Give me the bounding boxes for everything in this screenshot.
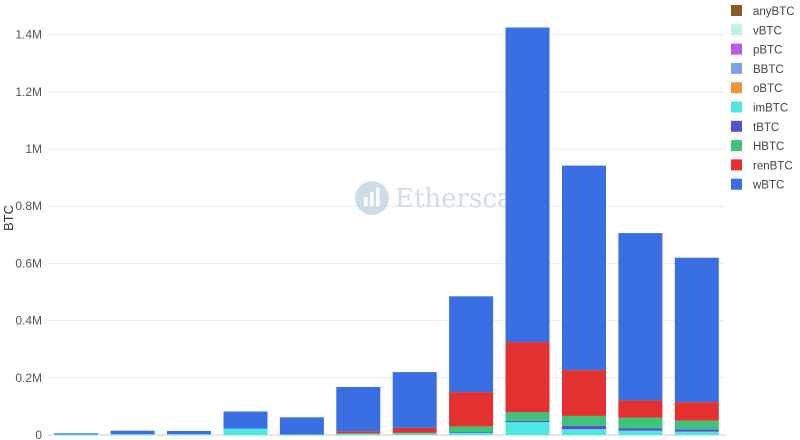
bar-segment-tbtc[interactable] (674, 429, 719, 432)
legend-item-pbtc[interactable]: pBTC (731, 43, 782, 57)
legend-item-obtc[interactable]: oBTC (731, 82, 782, 95)
bar-segment-imbtc[interactable] (110, 434, 155, 435)
bar-segment-wbtc[interactable] (336, 387, 381, 432)
bar-segment-renbtc[interactable] (562, 370, 606, 416)
bar-segment-imbtc[interactable] (336, 433, 381, 435)
bar-segment-wbtc[interactable] (110, 430, 155, 435)
y-tick-label: 1.2M (15, 85, 42, 99)
bar-segment-hbtc[interactable] (392, 432, 437, 434)
legend-swatch (731, 43, 742, 55)
legend-swatch (731, 82, 742, 94)
legend-swatch (731, 101, 742, 113)
bar-segment-imbtc[interactable] (562, 429, 606, 435)
legend-label: vBTC (753, 25, 782, 37)
y-tick-label: 0.2M (15, 371, 42, 385)
y-tick-label: 1M (25, 142, 42, 156)
legend-item-imbtc[interactable]: imBTC (731, 101, 788, 115)
legend-label: anyBTC (753, 6, 795, 18)
bar-segment-imbtc[interactable] (449, 432, 494, 435)
bar-segment-wbtc[interactable] (279, 417, 324, 435)
bar-segment-hbtc[interactable] (562, 415, 606, 426)
bar-segment-imbtc[interactable] (505, 422, 550, 435)
bar-segment-wbtc[interactable] (223, 411, 268, 429)
bar-segment-hbtc[interactable] (674, 420, 719, 430)
y-tick-label: 0 (35, 428, 42, 440)
legend-label: wBTC (752, 180, 784, 192)
legend-swatch (731, 140, 742, 152)
y-tick-label: 0.8M (15, 199, 42, 213)
bar-segment-renbtc[interactable] (674, 402, 719, 421)
legend-swatch (731, 178, 742, 190)
legend-label: HBTC (753, 141, 784, 153)
y-axis: 0 0.2M 0.4M 0.6M 0.8M 1M 1.2M 1.4M (15, 28, 42, 440)
legend-item-wbtc[interactable]: wBTC (731, 178, 784, 192)
bar-segment-tbtc[interactable] (449, 432, 494, 433)
legend-item-bbtc[interactable]: BBTC (731, 62, 784, 76)
legend-swatch (731, 159, 742, 171)
legend-item-renbtc[interactable]: renBTC (731, 159, 793, 172)
legend-swatch (731, 5, 742, 16)
bar-segment-renbtc[interactable] (336, 431, 381, 434)
legend-swatch (731, 62, 742, 74)
bar-segment-imbtc[interactable] (223, 428, 268, 435)
legend-swatch (731, 24, 742, 36)
legend-item-tbtc[interactable]: tBTC (731, 120, 779, 134)
bar-segment-imbtc[interactable] (392, 433, 437, 435)
legend-item-vbtc[interactable]: vBTC (731, 24, 782, 37)
bar-segment-imbtc[interactable] (279, 434, 324, 436)
bar-segment-wbtc[interactable] (167, 431, 211, 435)
bar-segment-hbtc[interactable] (505, 412, 550, 421)
bar-segment-wbtc[interactable] (54, 433, 99, 435)
y-axis-title: BTC (1, 205, 16, 231)
bar-segment-imbtc[interactable] (54, 434, 99, 436)
bar-segment-tbtc[interactable] (562, 425, 606, 430)
bar-segment-wbtc[interactable] (392, 372, 437, 428)
bar-segment-imbtc[interactable] (618, 430, 663, 435)
legend-label: tBTC (753, 122, 779, 134)
y-tick-label: 1.4M (15, 28, 42, 42)
bar-segment-hbtc[interactable] (618, 417, 663, 429)
bars (54, 27, 719, 436)
bar-segment-tbtc[interactable] (618, 428, 663, 431)
legend-label: renBTC (753, 160, 793, 172)
etherscan-logo-icon (355, 181, 389, 215)
legend-item-hbtc[interactable]: HBTC (731, 140, 784, 153)
bar-segment-tbtc[interactable] (505, 420, 550, 423)
legend-swatch (731, 120, 742, 132)
legend-label: oBTC (753, 83, 782, 95)
legend-label: pBTC (753, 45, 782, 57)
bar-segment-hbtc[interactable] (449, 426, 494, 433)
bar-segment-wbtc[interactable] (562, 165, 606, 371)
legend[interactable]: anyBTC vBTC pBTC BBTC oBTC imBTC tBTC HBTC renBT… (731, 5, 795, 192)
y-tick-label: 0.6M (15, 256, 42, 270)
legend-item-anybtc[interactable]: anyBTC (731, 5, 795, 18)
bar-segment-wbtc[interactable] (449, 296, 494, 393)
bar-segment-wbtc[interactable] (674, 257, 719, 403)
bar-segment-renbtc[interactable] (505, 342, 550, 413)
bar-segment-imbtc[interactable] (674, 431, 719, 435)
bar-segment-imbtc[interactable] (167, 434, 211, 435)
bar-segment-renbtc[interactable] (449, 392, 494, 427)
bar-segment-renbtc[interactable] (392, 427, 437, 433)
bar-segment-hbtc[interactable] (336, 433, 381, 435)
bar-segment-renbtc[interactable] (618, 400, 663, 418)
bar-segment-wbtc[interactable] (618, 233, 663, 401)
y-tick-label: 0.4M (15, 314, 42, 328)
legend-label: imBTC (753, 103, 788, 115)
legend-label: BBTC (753, 64, 784, 76)
watermark: Etherscan (355, 181, 529, 215)
bar-segment-wbtc[interactable] (505, 27, 550, 343)
